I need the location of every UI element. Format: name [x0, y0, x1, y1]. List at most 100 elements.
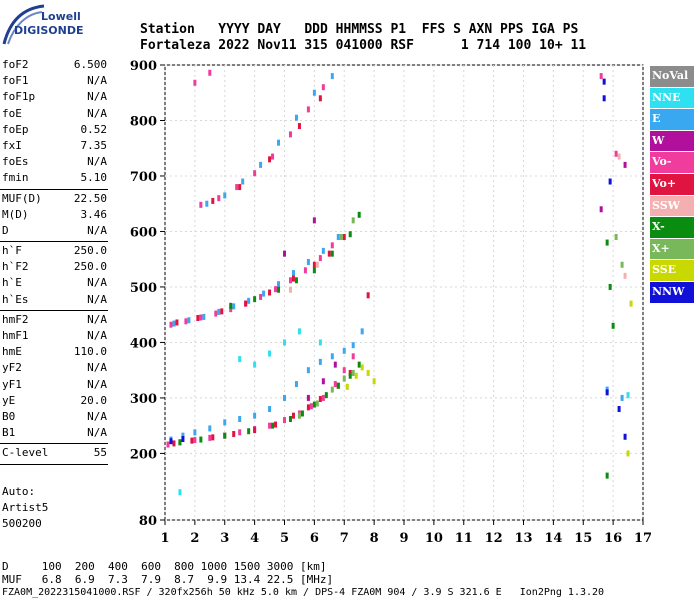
param-row: D N/A: [0, 224, 110, 240]
data-point: [351, 217, 355, 224]
x-tick-label: 3: [220, 531, 229, 546]
x-tick-label: 7: [340, 531, 349, 546]
data-point: [208, 69, 212, 76]
data-point: [294, 114, 298, 121]
auto-version: 500200: [2, 517, 42, 530]
param-value: N/A: [87, 409, 107, 423]
auto-label: Auto:: [2, 485, 36, 498]
param-value: N/A: [87, 377, 107, 391]
param-label: foE: [2, 106, 22, 120]
param-label: hmE: [2, 345, 22, 359]
data-point: [283, 339, 286, 346]
param-value: 20.0: [80, 393, 108, 407]
x-tick-label: 9: [399, 531, 408, 546]
param-value: N/A: [87, 426, 107, 440]
data-point: [351, 369, 355, 376]
data-point: [366, 292, 370, 299]
data-point: [291, 270, 295, 277]
data-point: [623, 433, 627, 440]
muf-row: MUF 6.8 6.9 7.3 7.9 8.7 9.9 13.4 22.5 [M…: [2, 573, 334, 586]
legend-item: NNE: [650, 87, 694, 109]
y-tick-label: 700: [130, 170, 157, 185]
data-point: [620, 261, 624, 268]
data-point: [617, 406, 621, 413]
data-point: [318, 255, 322, 262]
legend-item: Vo+: [650, 173, 694, 195]
legend-item: SSW: [650, 195, 694, 217]
data-point: [330, 353, 334, 360]
legend-item: SSE: [650, 260, 694, 281]
data-point: [608, 178, 612, 185]
legend-item: Vo-: [650, 152, 694, 173]
param-label: yF1: [2, 377, 22, 391]
param-row: yF1 N/A: [0, 378, 110, 394]
data-point: [360, 328, 364, 335]
data-point: [169, 438, 173, 445]
data-point: [351, 342, 355, 349]
legend-item: X-: [650, 217, 694, 238]
data-point: [259, 161, 263, 168]
param-label: h`Es: [2, 292, 29, 306]
param-value: N/A: [87, 361, 107, 375]
data-point: [315, 261, 319, 268]
y-tick-label: 300: [130, 392, 157, 407]
x-tick-label: 5: [280, 531, 289, 546]
x-tick-label: 13: [514, 531, 532, 546]
x-tick-label: 11: [455, 531, 473, 546]
param-value: 55: [93, 446, 107, 460]
param-value: 7.35: [80, 138, 108, 152]
data-point: [253, 296, 257, 303]
param-row: hmE 110.0: [0, 345, 110, 361]
header-labels: Station YYYY DAY DDD HHMMSS P1 FFS S AXN…: [140, 22, 579, 37]
data-point: [348, 231, 352, 238]
data-point: [268, 289, 272, 296]
parameter-table: foF2 6.500 foF1 N/A foF1p N/A foE N/A foEp 0.52 fx…: [0, 58, 110, 467]
data-point: [271, 153, 275, 160]
param-divider: [0, 188, 108, 190]
data-point: [360, 364, 364, 371]
data-point: [297, 328, 301, 335]
param-label: fmin: [2, 171, 29, 185]
param-value: N/A: [87, 329, 107, 342]
param-row: foEs N/A: [0, 155, 110, 171]
data-point: [342, 367, 346, 374]
param-row: M(D) 3.46: [0, 208, 110, 224]
data-point: [611, 322, 615, 329]
data-point: [166, 441, 170, 448]
data-point: [283, 394, 286, 401]
y-tick-label: 900: [130, 59, 157, 74]
param-row: fmin 5.10: [0, 171, 110, 187]
data-point: [599, 73, 603, 80]
param-value: 6.500: [73, 58, 107, 71]
data-point: [241, 178, 245, 185]
x-tick-label: 10: [425, 531, 443, 546]
param-row: fxI 7.35: [0, 139, 110, 155]
param-row: B0 N/A: [0, 410, 110, 426]
data-point: [268, 406, 272, 413]
data-point: [199, 436, 203, 443]
data-point: [333, 361, 337, 368]
param-label: foEs: [2, 155, 29, 169]
data-point: [330, 386, 334, 393]
data-point: [297, 123, 301, 130]
legend: NoVal NNE E W Vo- Vo+ SSW X- X+ SSE NNW: [650, 66, 694, 304]
legend-item: E: [650, 109, 694, 130]
data-point: [348, 372, 352, 379]
data-point: [605, 472, 609, 479]
data-point: [232, 303, 236, 310]
data-point: [268, 350, 272, 357]
param-value: 3.46: [80, 207, 108, 221]
data-point: [605, 239, 609, 246]
data-point: [274, 421, 278, 428]
x-tick-label: 17: [634, 531, 652, 546]
data-point: [208, 425, 212, 432]
data-point: [193, 437, 197, 444]
data-point: [330, 73, 334, 80]
data-point: [306, 367, 310, 374]
data-point: [318, 95, 322, 102]
digisonde-logo: Lowell DIGISONDE: [0, 0, 90, 46]
param-label: B1: [2, 426, 16, 440]
param-row: h`E N/A: [0, 276, 110, 292]
x-tick-label: 6: [310, 531, 319, 546]
param-divider: [0, 241, 108, 243]
